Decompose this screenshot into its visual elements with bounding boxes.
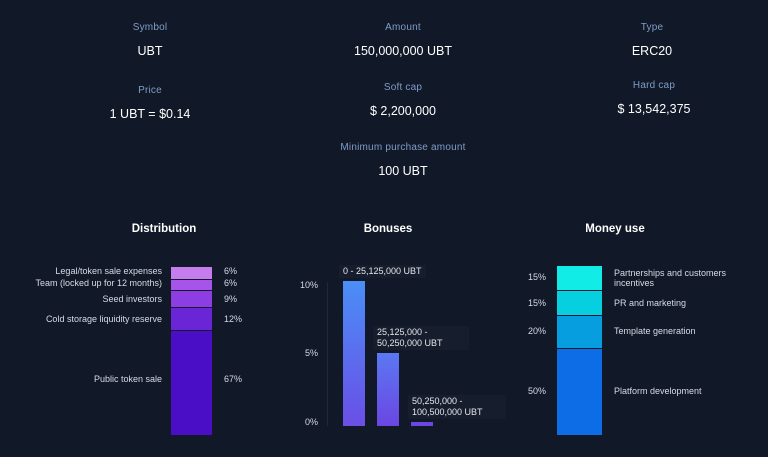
- symbol-label: Symbol: [132, 22, 168, 33]
- distribution-pct: 12%: [224, 314, 243, 324]
- money-use-title: Money use: [585, 223, 645, 235]
- price-label: Price: [138, 85, 162, 96]
- type-label: Type: [640, 22, 664, 33]
- bonus-bar-2: [377, 353, 399, 426]
- distribution-segment-cold-storage: [171, 308, 212, 330]
- money-label: PR and marketing: [614, 298, 687, 308]
- distribution-segment-public-sale: [171, 331, 212, 435]
- bonus-bar-1: [343, 281, 365, 426]
- distribution-title: Distribution: [131, 223, 197, 235]
- distribution-label: Cold storage liquidity reserve: [45, 314, 162, 324]
- distribution-pct: 6%: [224, 278, 238, 288]
- distribution-label: Team (locked up for 12 months): [35, 278, 162, 288]
- type-value: ERC20: [631, 44, 673, 58]
- soft-cap-value: $ 2,200,000: [369, 104, 437, 118]
- distribution-segment-seed: [171, 291, 212, 307]
- money-pct: 15%: [528, 272, 547, 282]
- y-axis-line: [327, 282, 328, 426]
- money-segment-pr: [557, 291, 602, 315]
- distribution-segment-legal: [171, 267, 212, 279]
- amount-value: 150,000,000 UBT: [354, 44, 452, 58]
- money-pct: 15%: [528, 298, 547, 308]
- bonus-label: 0 - 25,125,000 UBT: [339, 265, 426, 278]
- y-tick-label: 5%: [304, 348, 318, 358]
- distribution-label: Legal/token sale expenses: [55, 266, 162, 276]
- symbol-value: UBT: [137, 44, 163, 58]
- bonus-label: 25,125,000 - 50,250,000 UBT: [373, 326, 469, 350]
- bonuses-title: Bonuses: [363, 223, 413, 235]
- distribution-pct: 9%: [224, 294, 238, 304]
- price-value: 1 UBT = $0.14: [109, 107, 191, 121]
- price-block: Price 1 UBT = $0.14: [50, 85, 250, 121]
- money-label: Platform development: [614, 386, 702, 396]
- hard-cap-label: Hard cap: [632, 80, 676, 91]
- hard-cap-block: Hard cap $ 13,542,375: [554, 80, 754, 116]
- distribution-pct: 67%: [224, 374, 243, 384]
- symbol-block: Symbol UBT: [50, 22, 250, 58]
- money-segment-partnerships: [557, 266, 602, 290]
- amount-label: Amount: [385, 22, 421, 33]
- distribution-label: Public token sale: [93, 374, 162, 384]
- bonus-bar-3: [411, 422, 433, 426]
- money-segment-platform: [557, 349, 602, 435]
- distribution-label: Seed investors: [102, 294, 162, 304]
- money-segment-template: [557, 316, 602, 348]
- min-purchase-label: Minimum purchase amount: [340, 142, 466, 153]
- money-label: Partnerships and customers incentives: [614, 268, 727, 288]
- distribution-pct: 6%: [224, 266, 238, 276]
- hard-cap-value: $ 13,542,375: [617, 102, 691, 116]
- y-tick-label: 10%: [299, 280, 318, 290]
- min-purchase-block: Minimum purchase amount 100 UBT: [303, 142, 503, 178]
- money-pct: 20%: [528, 326, 547, 336]
- y-tick-label: 0%: [304, 417, 318, 427]
- distribution-segment-team: [171, 280, 212, 290]
- min-purchase-value: 100 UBT: [378, 164, 428, 178]
- amount-block: Amount 150,000,000 UBT: [303, 22, 503, 58]
- soft-cap-block: Soft cap $ 2,200,000: [303, 82, 503, 118]
- bonus-label: 50,250,000 - 100,500,000 UBT: [408, 395, 506, 419]
- type-block: Type ERC20: [552, 22, 752, 58]
- money-label: Template generation: [614, 326, 696, 336]
- soft-cap-label: Soft cap: [383, 82, 423, 93]
- money-pct: 50%: [528, 386, 547, 396]
